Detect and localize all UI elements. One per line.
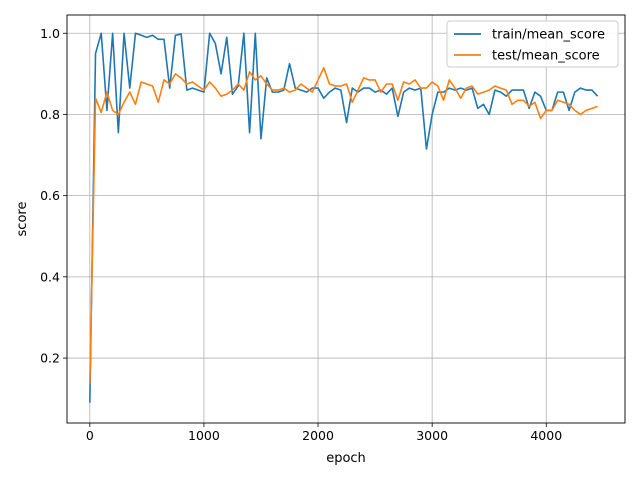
x-tick-label: 1000 bbox=[188, 428, 220, 443]
y-tick-label: 0.4 bbox=[40, 269, 60, 284]
x-tick-label: 2000 bbox=[302, 428, 334, 443]
series-line-train-mean-score bbox=[89, 32, 599, 403]
ticks: 0 1000 2000 3000 4000 0.2 0.4 0.6 0.8 1.0 bbox=[40, 26, 562, 443]
plot-frame bbox=[66, 14, 626, 424]
y-axis-label: score bbox=[15, 202, 30, 237]
x-tick-label: 0 bbox=[86, 428, 94, 443]
series-layer bbox=[89, 32, 599, 403]
series-line-test-mean-score bbox=[89, 66, 598, 385]
x-tick-label: 3000 bbox=[416, 428, 448, 443]
legend: train/mean_score test/mean_score bbox=[446, 20, 619, 68]
x-tick-label: 4000 bbox=[530, 428, 562, 443]
y-tick-label: 1.0 bbox=[40, 26, 60, 41]
legend-label: train/mean_score bbox=[492, 28, 605, 43]
y-tick-label: 0.2 bbox=[40, 351, 60, 366]
x-axis-label: epoch bbox=[326, 451, 366, 466]
legend-box bbox=[446, 20, 619, 68]
y-tick-label: 0.8 bbox=[40, 107, 60, 122]
y-tick-label: 0.6 bbox=[40, 188, 60, 203]
legend-label: test/mean_score bbox=[492, 49, 600, 64]
